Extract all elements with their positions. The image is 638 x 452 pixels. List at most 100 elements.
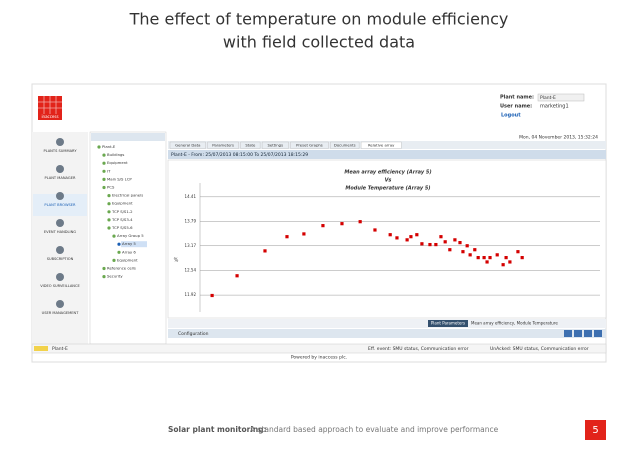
nav-item[interactable]: USER MANAGEMENT bbox=[42, 311, 80, 315]
point bbox=[263, 249, 267, 253]
bottom-bar bbox=[168, 319, 606, 328]
status-plant: Plant-E bbox=[52, 346, 68, 352]
tree-item[interactable]: Plant-E bbox=[102, 144, 116, 149]
tab-label: Parameters bbox=[212, 143, 234, 148]
tree-icon bbox=[107, 226, 111, 230]
tab[interactable] bbox=[240, 141, 261, 149]
chart-title: Vs bbox=[385, 178, 392, 184]
tab[interactable] bbox=[360, 141, 402, 149]
tree-icon bbox=[107, 194, 111, 198]
point bbox=[415, 233, 419, 237]
tree-item[interactable]: Reference cells bbox=[107, 266, 136, 271]
footer-lead: Solar plant monitoring: bbox=[168, 425, 267, 434]
y-tick-label: 12.54 bbox=[185, 268, 197, 273]
footer-text: A standard based approach to evaluate an… bbox=[250, 425, 499, 434]
point bbox=[495, 253, 499, 257]
tree-icon bbox=[117, 250, 121, 254]
tree-item[interactable]: Equipment bbox=[117, 257, 138, 262]
tree-icon bbox=[102, 177, 106, 181]
tab[interactable] bbox=[290, 141, 329, 149]
tab[interactable] bbox=[207, 141, 239, 149]
slide-title: The effect of temperature on module effi… bbox=[129, 10, 509, 29]
point bbox=[465, 244, 469, 248]
chart-title: Module Temperature (Array 5) bbox=[345, 186, 430, 192]
nav-item[interactable]: SUBSCRIPTION bbox=[47, 257, 74, 261]
nav-item[interactable]: EVENT HANDLING bbox=[44, 230, 76, 234]
tab[interactable] bbox=[261, 141, 289, 149]
y-tick-label: 13.17 bbox=[185, 243, 197, 248]
nav-icon bbox=[56, 219, 64, 227]
tab[interactable] bbox=[330, 141, 360, 149]
logout[interactable]: Logout bbox=[501, 113, 521, 119]
powered-by: Powered by inaccess plc. bbox=[291, 355, 347, 361]
point bbox=[373, 228, 377, 232]
nav-icon bbox=[56, 138, 64, 146]
page-number-bg bbox=[585, 420, 606, 440]
tree-item[interactable]: TCP S/S5-6 bbox=[111, 225, 133, 230]
point bbox=[504, 256, 508, 260]
tree-item[interactable]: Security bbox=[107, 274, 123, 279]
panel-titlebar bbox=[168, 150, 606, 159]
tab[interactable] bbox=[169, 141, 206, 149]
tab-label: Documents bbox=[334, 143, 356, 148]
tree-icon bbox=[107, 202, 111, 206]
tree-item[interactable]: PCS bbox=[107, 185, 115, 190]
point bbox=[520, 256, 524, 260]
tab-label: Preset Graphs bbox=[296, 143, 323, 148]
nav-item[interactable]: PLANT MANAGER bbox=[45, 176, 76, 180]
logo-text: inaccess bbox=[41, 114, 58, 119]
user-name: marketing1 bbox=[540, 104, 569, 110]
point bbox=[473, 248, 477, 252]
page-number: 5 bbox=[592, 425, 598, 436]
bottom-tab-bg[interactable] bbox=[428, 320, 468, 327]
config-buttons bbox=[564, 330, 602, 337]
tree-item[interactable]: Equipment bbox=[112, 201, 133, 206]
tree-item[interactable]: Main S/S LCP bbox=[107, 176, 132, 181]
point bbox=[476, 256, 480, 260]
point bbox=[358, 220, 362, 224]
tree-item[interactable]: IT bbox=[107, 168, 111, 173]
point bbox=[420, 242, 424, 246]
point bbox=[516, 250, 520, 254]
tree-item[interactable]: Array 5 bbox=[122, 241, 136, 246]
tree-selected bbox=[121, 241, 147, 248]
tree-icon bbox=[102, 275, 106, 279]
plant-name: Plant-E bbox=[540, 95, 556, 101]
point bbox=[488, 256, 492, 260]
tree-item[interactable]: Array 6 bbox=[122, 249, 136, 254]
select[interactable] bbox=[537, 93, 585, 102]
point bbox=[485, 260, 489, 264]
nav-item[interactable]: PLANT BROWSER bbox=[44, 203, 76, 207]
config-bar bbox=[168, 329, 606, 338]
point bbox=[468, 253, 472, 257]
y-tick-label: 13.79 bbox=[185, 218, 197, 223]
tree-icon bbox=[107, 210, 111, 214]
nav-item[interactable]: PLANTS SUMMARY bbox=[43, 149, 77, 153]
y-tick-label: 11.92 bbox=[185, 292, 197, 297]
tab-label: General Data bbox=[175, 143, 200, 148]
tree-icon bbox=[97, 145, 101, 149]
tree-item[interactable]: TCP S/S1-2 bbox=[111, 209, 133, 214]
bottom-text: Mean array efficiency, Module Temperatur… bbox=[471, 321, 558, 326]
nav-icon bbox=[56, 246, 64, 254]
configuration[interactable]: Configuration bbox=[178, 331, 209, 337]
point bbox=[501, 263, 505, 267]
nav-active bbox=[33, 194, 87, 216]
tree-item[interactable]: Buildings bbox=[107, 152, 124, 157]
chart-title: Mean array efficiency (Array 5) bbox=[344, 170, 431, 176]
tree-icon bbox=[102, 153, 106, 157]
tree-item[interactable]: TCP S/S3-4 bbox=[111, 217, 133, 222]
label: Plant name: bbox=[500, 95, 534, 101]
tree-item[interactable]: Array Group 5 bbox=[117, 233, 144, 238]
y-axis-label: % bbox=[174, 258, 179, 264]
tree-item[interactable]: Equipment bbox=[107, 160, 128, 165]
point bbox=[448, 248, 452, 252]
logo: inaccess bbox=[38, 96, 62, 120]
nav-item[interactable]: VIDEO SURVEILLANCE bbox=[40, 284, 80, 288]
point bbox=[461, 250, 465, 254]
tree-item[interactable]: Electrical panels bbox=[112, 193, 143, 198]
tab-label: Relative array bbox=[368, 143, 395, 148]
y-tick-label: 14.41 bbox=[185, 194, 197, 199]
point bbox=[453, 238, 457, 242]
bottom-tab: Plant Parameters bbox=[431, 321, 465, 326]
